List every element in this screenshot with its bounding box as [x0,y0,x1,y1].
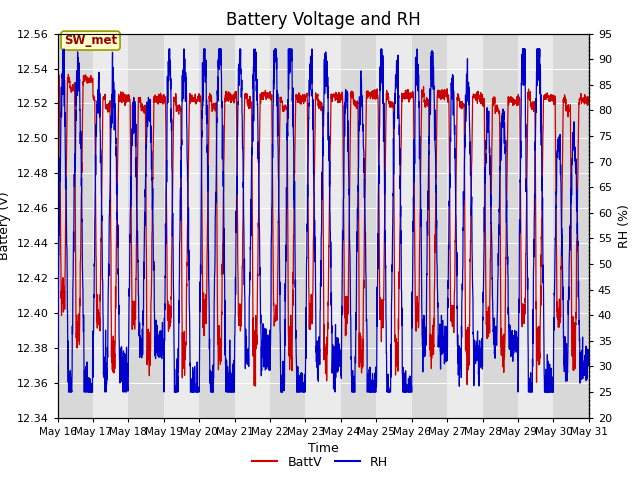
Title: Battery Voltage and RH: Battery Voltage and RH [226,11,420,29]
Bar [58,34,93,418]
Bar [376,34,412,418]
Bar [447,34,483,418]
Bar [199,34,235,418]
Y-axis label: Battery (V): Battery (V) [0,192,11,260]
Bar [518,34,554,418]
Text: SW_met: SW_met [64,34,117,47]
Legend: BattV, RH: BattV, RH [248,451,392,474]
Bar [483,34,518,418]
Bar [341,34,376,418]
Bar [235,34,270,418]
X-axis label: Time: Time [308,442,339,455]
Bar [129,34,164,418]
Bar [412,34,447,418]
Bar [270,34,305,418]
Y-axis label: RH (%): RH (%) [618,204,630,248]
Bar [554,34,589,418]
Bar [93,34,129,418]
Bar [164,34,199,418]
Bar [305,34,341,418]
